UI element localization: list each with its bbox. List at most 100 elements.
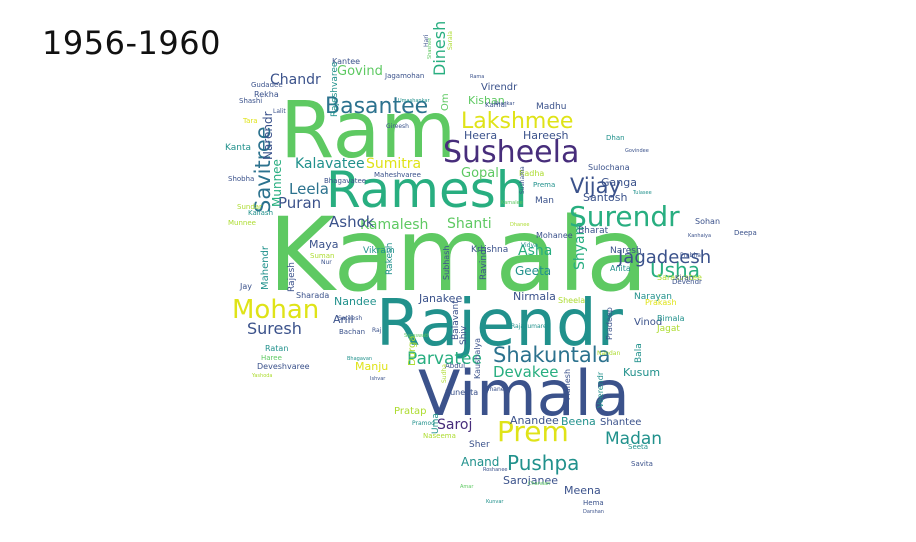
word-gopal: Gopal (461, 166, 499, 181)
word-subhash: Subhash (442, 246, 451, 280)
word-virendr: Virendr (481, 82, 518, 93)
word-madhu: Madhu (536, 102, 566, 112)
word-pradeep: Pradeep (605, 307, 614, 340)
word-pramod: Pramod (412, 420, 435, 427)
word-prabha: Prabha (680, 252, 701, 259)
word-jagat: Jagat (656, 324, 680, 334)
word-nandan: Nandan (597, 350, 620, 357)
word-saraswati: Saraswati (404, 333, 428, 339)
word-ramesh: Ramesh (326, 161, 528, 219)
word-vidya: Vidya (521, 242, 538, 249)
word-durga: Durga (407, 336, 418, 366)
word-abdul: Abdul (445, 362, 465, 370)
word-shobha: Shobha (228, 175, 254, 183)
word-kamalesh: Kamalesh (360, 217, 428, 233)
word-kamalee: Kamalee (501, 200, 523, 206)
word-man: Man (535, 196, 554, 206)
word-pushpa: Pushpa (507, 451, 579, 475)
word-vikram: Vikram (363, 246, 395, 256)
word-santosh: Santosh (583, 191, 627, 204)
word-rakesh: Rakesh (385, 243, 395, 275)
word-sulochana: Sulochana (588, 163, 630, 172)
word-nandee: Nandee (334, 295, 377, 308)
word-bhagavan: Bhagavan (347, 356, 372, 362)
word-rekha: Rekha (254, 90, 279, 99)
word-sarojanee: Sarojanee (503, 474, 558, 487)
word-kalavatee: Kalavatee (295, 156, 365, 172)
word-gudadee: Gudadee (251, 81, 283, 89)
word-janakee: Janakee (418, 292, 462, 305)
word-asha: Asha (518, 243, 552, 259)
word-maya: Maya (309, 238, 338, 251)
word-bhagavatee: Bhagavatee (324, 177, 366, 185)
word-raj: Raj (372, 327, 382, 334)
word-rajesh: Rajesh (287, 262, 297, 292)
word-ravindr: Ravindr (479, 245, 489, 280)
word-prakash: Prakash (645, 298, 677, 307)
word-kiran: Kiran (675, 274, 693, 282)
word-rajakumaree: Rajakumaree (511, 323, 551, 330)
word-roshanee: Roshanee (483, 467, 507, 473)
word-heera: Heera (464, 129, 497, 142)
word-ratan: Ratan (265, 344, 288, 353)
word-deepa: Deepa (734, 229, 757, 237)
word-jay: Jay (239, 282, 252, 291)
word-veerendr: Veerendr (596, 371, 605, 408)
word-manju: Manju (355, 360, 388, 373)
word-munnee: Munnee (270, 159, 284, 207)
word-anandee: Anandee (510, 414, 559, 427)
word-susheela: Susheela (443, 135, 579, 170)
word-uma: Uma (431, 413, 441, 434)
word-shantee: Shantee (600, 417, 641, 428)
word-seeta: Seeta (628, 443, 648, 451)
word-naresh: Naresh (610, 246, 642, 256)
word-om: Om (440, 93, 451, 111)
word-dhanee: Dhanee (510, 222, 529, 228)
word-sumitra: Sumitra (366, 156, 421, 172)
word-shakuntala: Shakuntala (493, 343, 610, 367)
word-sher: Sher (469, 440, 490, 450)
word-sohan: Sohan (695, 217, 720, 226)
word-deveshvaree: Deveshvaree (257, 362, 310, 371)
word-radha: Radha (519, 169, 544, 178)
word-yashoda: Yashoda (251, 373, 273, 379)
word-shiv: Shiv (459, 325, 469, 345)
word-anand: Anand (461, 455, 499, 469)
word-bachan: Bachan (339, 328, 365, 336)
word-sohanee: Sohanee (482, 386, 508, 393)
word-anita: Anita (610, 264, 631, 273)
word-kusum: Kusum (623, 366, 660, 379)
word-shyam: Shyam (572, 222, 588, 270)
word-nur: Nur (321, 259, 332, 266)
word-puran: Puran (278, 194, 321, 212)
word-mahesh: Mahesh (563, 369, 572, 400)
word-vijay: Vijay (570, 174, 621, 198)
word-naseema: Naseema (423, 432, 456, 440)
word-darshan: Darshan (583, 509, 604, 515)
word-suneeta: Suneeta (445, 388, 478, 397)
word-hema: Hema (583, 499, 604, 507)
word-basantee: Basantee (325, 94, 428, 119)
word-prema: Prema (533, 181, 555, 189)
word-mohanee: Mohanee (536, 231, 573, 240)
word-suresh: Suresh (247, 319, 302, 338)
word-dhan: Dhan (606, 134, 625, 142)
word-munnee: Munnee (228, 219, 256, 227)
word-kantee: Kantee (332, 57, 360, 66)
word-gireesh: Gireesh (386, 123, 409, 130)
word-kanhaiya: Kanhaiya (688, 233, 711, 239)
word-mahendr: Mahendr (260, 245, 271, 290)
word-vimala: Vimala (418, 357, 630, 430)
word-nirmala: Nirmala (513, 290, 556, 303)
word-hari: Hari (423, 34, 430, 47)
word-sushama: Sushama (519, 166, 526, 194)
word-madan: Madan (605, 429, 662, 449)
word-hareesh: Hareesh (523, 129, 569, 142)
word-kishan: Kishan (468, 94, 505, 107)
word-kaushalya: Kaushalya (473, 338, 482, 379)
word-rajeshvaree: Rajeshvaree (330, 61, 340, 117)
word-parvatee: Parvatee (407, 349, 482, 369)
word-bimala: Bimala (657, 314, 685, 323)
